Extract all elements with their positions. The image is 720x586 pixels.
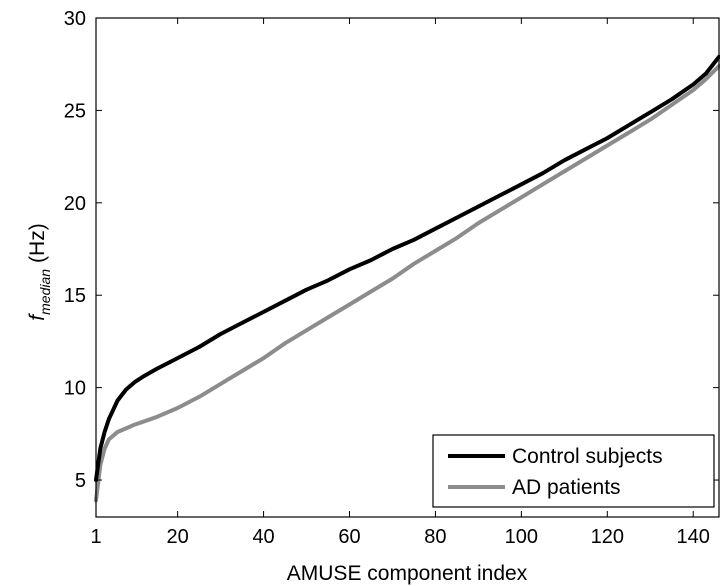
y-axis-title-main: f <box>26 313 49 321</box>
x-tick-label: 40 <box>252 526 274 548</box>
x-axis-title: AMUSE component index <box>287 562 528 585</box>
y-tick-label: 20 <box>64 193 86 215</box>
legend-label-ad: AD patients <box>512 476 621 499</box>
y-tick-label: 30 <box>64 8 86 30</box>
x-tick-label: 20 <box>167 526 189 548</box>
x-tick-label: 140 <box>677 526 710 548</box>
legend: Control subjects AD patients <box>432 434 715 508</box>
series-layer <box>94 54 720 503</box>
x-tick-label: 120 <box>591 526 624 548</box>
y-tick-label: 10 <box>64 378 86 400</box>
y-tick-label: 25 <box>64 100 86 122</box>
ticks-layer <box>95 17 719 517</box>
plot-frame <box>95 17 720 518</box>
y-tick-label: 5 <box>75 470 86 492</box>
y-tick-label: 15 <box>64 285 86 307</box>
legend-label-control: Control subjects <box>512 445 663 468</box>
x-tick-label: 80 <box>424 526 446 548</box>
x-tick-label: 100 <box>505 526 538 548</box>
y-axis-title-subscript: median <box>37 269 53 315</box>
legend-box <box>432 434 715 508</box>
series-line-control-subjects <box>94 54 720 482</box>
y-axis-title-unit: (Hz) <box>26 223 49 263</box>
series-line-ad-patients <box>94 64 720 503</box>
y-axis-title: fmedian (Hz) <box>26 223 53 320</box>
x-tick-label: 1 <box>90 526 101 548</box>
x-tick-label: 60 <box>338 526 360 548</box>
